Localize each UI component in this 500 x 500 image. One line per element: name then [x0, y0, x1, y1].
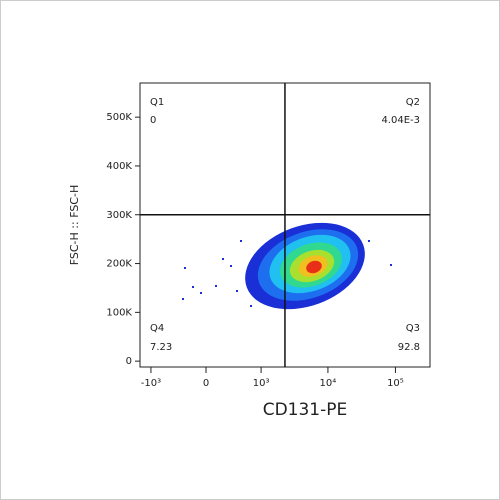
y-tick-label: 500K	[106, 112, 132, 123]
quadrant-value: 0	[150, 115, 156, 126]
quadrant-value: 92.8	[398, 342, 420, 353]
y-tick-label: 200K	[106, 259, 132, 270]
quadrant-name: Q1	[150, 97, 164, 108]
x-tick-label: 10⁵	[387, 378, 404, 389]
x-tick-label: -10³	[141, 378, 161, 389]
quadrant-value: 4.04E-3	[381, 115, 420, 126]
x-tick-label: 0	[203, 378, 209, 389]
x-axis-label: CD131-PE	[263, 400, 348, 420]
y-tick-label: 0	[126, 356, 132, 367]
quadrant-name: Q2	[406, 97, 420, 108]
x-tick-label: 10⁴	[320, 378, 337, 389]
y-axis-label: FSC-H :: FSC-H	[68, 185, 81, 265]
quadrant-name: Q3	[406, 323, 420, 334]
y-tick-label: 300K	[106, 210, 132, 221]
y-tick-label: 400K	[106, 161, 132, 172]
density-cloud	[182, 222, 392, 310]
quadrant-value: 7.23	[150, 342, 172, 353]
quadrant-name: Q4	[150, 323, 164, 334]
y-tick-label: 100K	[106, 307, 132, 318]
x-tick-label: 10³	[253, 378, 270, 389]
